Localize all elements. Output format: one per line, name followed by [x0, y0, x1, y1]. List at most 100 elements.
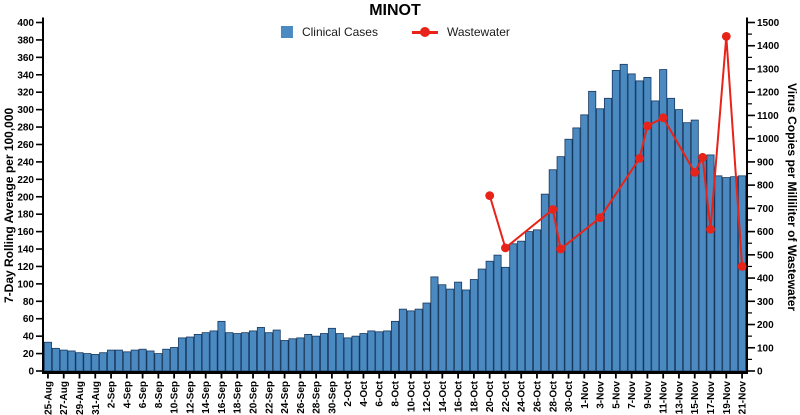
bar-30-Oct: [564, 138, 573, 372]
bar-5-Oct: [367, 330, 376, 372]
bar-9-Nov: [643, 76, 652, 372]
bar-8-Oct: [391, 320, 400, 372]
right-tick-1300: 1300: [757, 64, 780, 75]
bar-24-Sep: [280, 340, 289, 372]
bar-19-Oct: [477, 268, 486, 372]
bar-20-Sep: [249, 330, 258, 372]
bar-3-Oct: [351, 335, 360, 372]
x-tick-17-Nov: 17-Nov: [706, 381, 717, 415]
x-tick-11-Nov: 11-Nov: [659, 381, 670, 414]
left-tick-60: 60: [23, 314, 35, 325]
wastewater-point-15-Nov: [690, 168, 700, 177]
right-tick-900: 900: [757, 157, 774, 168]
bar-5-Nov: [611, 70, 620, 372]
x-tick-10-Sep: 10-Sep: [170, 381, 181, 414]
left-tick-160: 160: [17, 227, 34, 238]
bar-4-Nov: [603, 97, 612, 372]
wastewater-point-22-Oct: [501, 243, 510, 253]
bar-28-Oct: [548, 169, 557, 372]
bar-11-Oct: [414, 308, 423, 372]
x-tick-16-Sep: 16-Sep: [217, 381, 228, 414]
bar-8-Nov: [635, 80, 644, 372]
x-tick-10-Oct: 10-Oct: [406, 380, 417, 412]
x-tick-24-Oct: 24-Oct: [517, 380, 528, 412]
bar-12-Oct: [422, 302, 431, 372]
bar-21-Sep: [256, 327, 265, 372]
bar-21-Nov: [738, 175, 747, 372]
x-tick-20-Sep: 20-Sep: [249, 381, 260, 414]
left-tick-40: 40: [23, 332, 35, 343]
x-tick-2-Oct: 2-Oct: [343, 380, 354, 406]
x-tick-4-Sep: 4-Sep: [122, 381, 133, 408]
wastewater-line-series: [485, 32, 747, 271]
x-tick-20-Oct: 20-Oct: [485, 380, 496, 412]
bar-18-Oct: [469, 279, 478, 372]
left-tick-140: 140: [17, 245, 34, 256]
left-tick-240: 240: [17, 157, 34, 168]
left-axis-title: 7-Day Rolling Average per 100,000: [2, 107, 16, 303]
bar-2-Nov: [588, 90, 597, 372]
bar-16-Oct: [454, 281, 463, 372]
bar-18-Sep: [233, 333, 242, 372]
left-tick-0: 0: [28, 367, 34, 378]
left-tick-180: 180: [17, 210, 34, 221]
bar-9-Oct: [398, 308, 407, 372]
right-axis-title: Virus Copies per Milliliter of Wastewate…: [785, 82, 799, 312]
bar-13-Oct: [430, 276, 439, 372]
left-tick-360: 360: [17, 53, 34, 64]
right-tick-400: 400: [757, 274, 774, 285]
right-tick-800: 800: [757, 181, 774, 192]
x-tick-30-Sep: 30-Sep: [327, 381, 338, 414]
right-tick-1500: 1500: [757, 18, 780, 29]
x-tick-1-Nov: 1-Nov: [580, 381, 591, 409]
bar-16-Sep: [217, 320, 226, 372]
x-tick-6-Sep: 6-Sep: [138, 381, 149, 408]
legend: Clinical Cases Wastewater: [280, 25, 510, 39]
x-tick-27-Aug: 27-Aug: [59, 381, 70, 415]
bar-23-Sep: [272, 329, 281, 372]
bar-30-Sep: [327, 327, 336, 372]
bar-19-Sep: [241, 332, 250, 372]
wastewater-point-8-Nov: [635, 154, 644, 163]
bar-7-Oct: [383, 330, 392, 372]
bar-15-Sep: [209, 330, 218, 372]
bar-26-Sep: [296, 337, 305, 372]
bar-13-Sep: [193, 334, 202, 372]
wastewater-point-28-Oct: [548, 205, 558, 214]
legend-item-clinical-cases: Clinical Cases: [280, 25, 378, 39]
bar-12-Sep: [185, 336, 194, 372]
right-tick-1100: 1100: [757, 111, 779, 122]
x-tick-16-Oct: 16-Oct: [454, 380, 465, 412]
bar-30-Aug: [83, 353, 92, 372]
line-dot-icon: [419, 27, 430, 37]
bar-11-Sep: [178, 337, 187, 372]
bar-2-Sep: [107, 349, 116, 372]
legend-item-wastewater: Wastewater: [411, 25, 510, 39]
bar-27-Oct: [540, 193, 549, 372]
left-tick-280: 280: [17, 123, 34, 134]
left-tick-120: 120: [17, 262, 34, 273]
bar-25-Sep: [288, 338, 297, 372]
x-tick-12-Oct: 12-Oct: [422, 380, 433, 412]
x-tick-28-Sep: 28-Sep: [312, 381, 323, 414]
bar-12-Nov: [667, 97, 676, 372]
left-tick-20: 20: [23, 349, 35, 360]
bar-5-Sep: [130, 349, 139, 372]
x-tick-12-Sep: 12-Sep: [185, 381, 196, 414]
left-tick-300: 300: [17, 105, 34, 116]
bar-8-Sep: [154, 353, 163, 372]
bar-14-Oct: [438, 284, 447, 372]
bar-7-Sep: [146, 350, 155, 372]
wastewater-point-29-Oct: [556, 244, 565, 254]
bar-26-Oct: [532, 229, 541, 372]
left-tick-320: 320: [17, 88, 34, 99]
bar-3-Nov: [596, 108, 605, 372]
bar-1-Oct: [335, 333, 344, 372]
right-tick-500: 500: [757, 250, 774, 261]
right-tick-200: 200: [757, 320, 774, 331]
x-tick-18-Oct: 18-Oct: [469, 380, 480, 412]
line-marker-swatch-icon: [411, 27, 438, 37]
left-tick-260: 260: [17, 140, 34, 151]
left-tick-220: 220: [17, 175, 34, 186]
